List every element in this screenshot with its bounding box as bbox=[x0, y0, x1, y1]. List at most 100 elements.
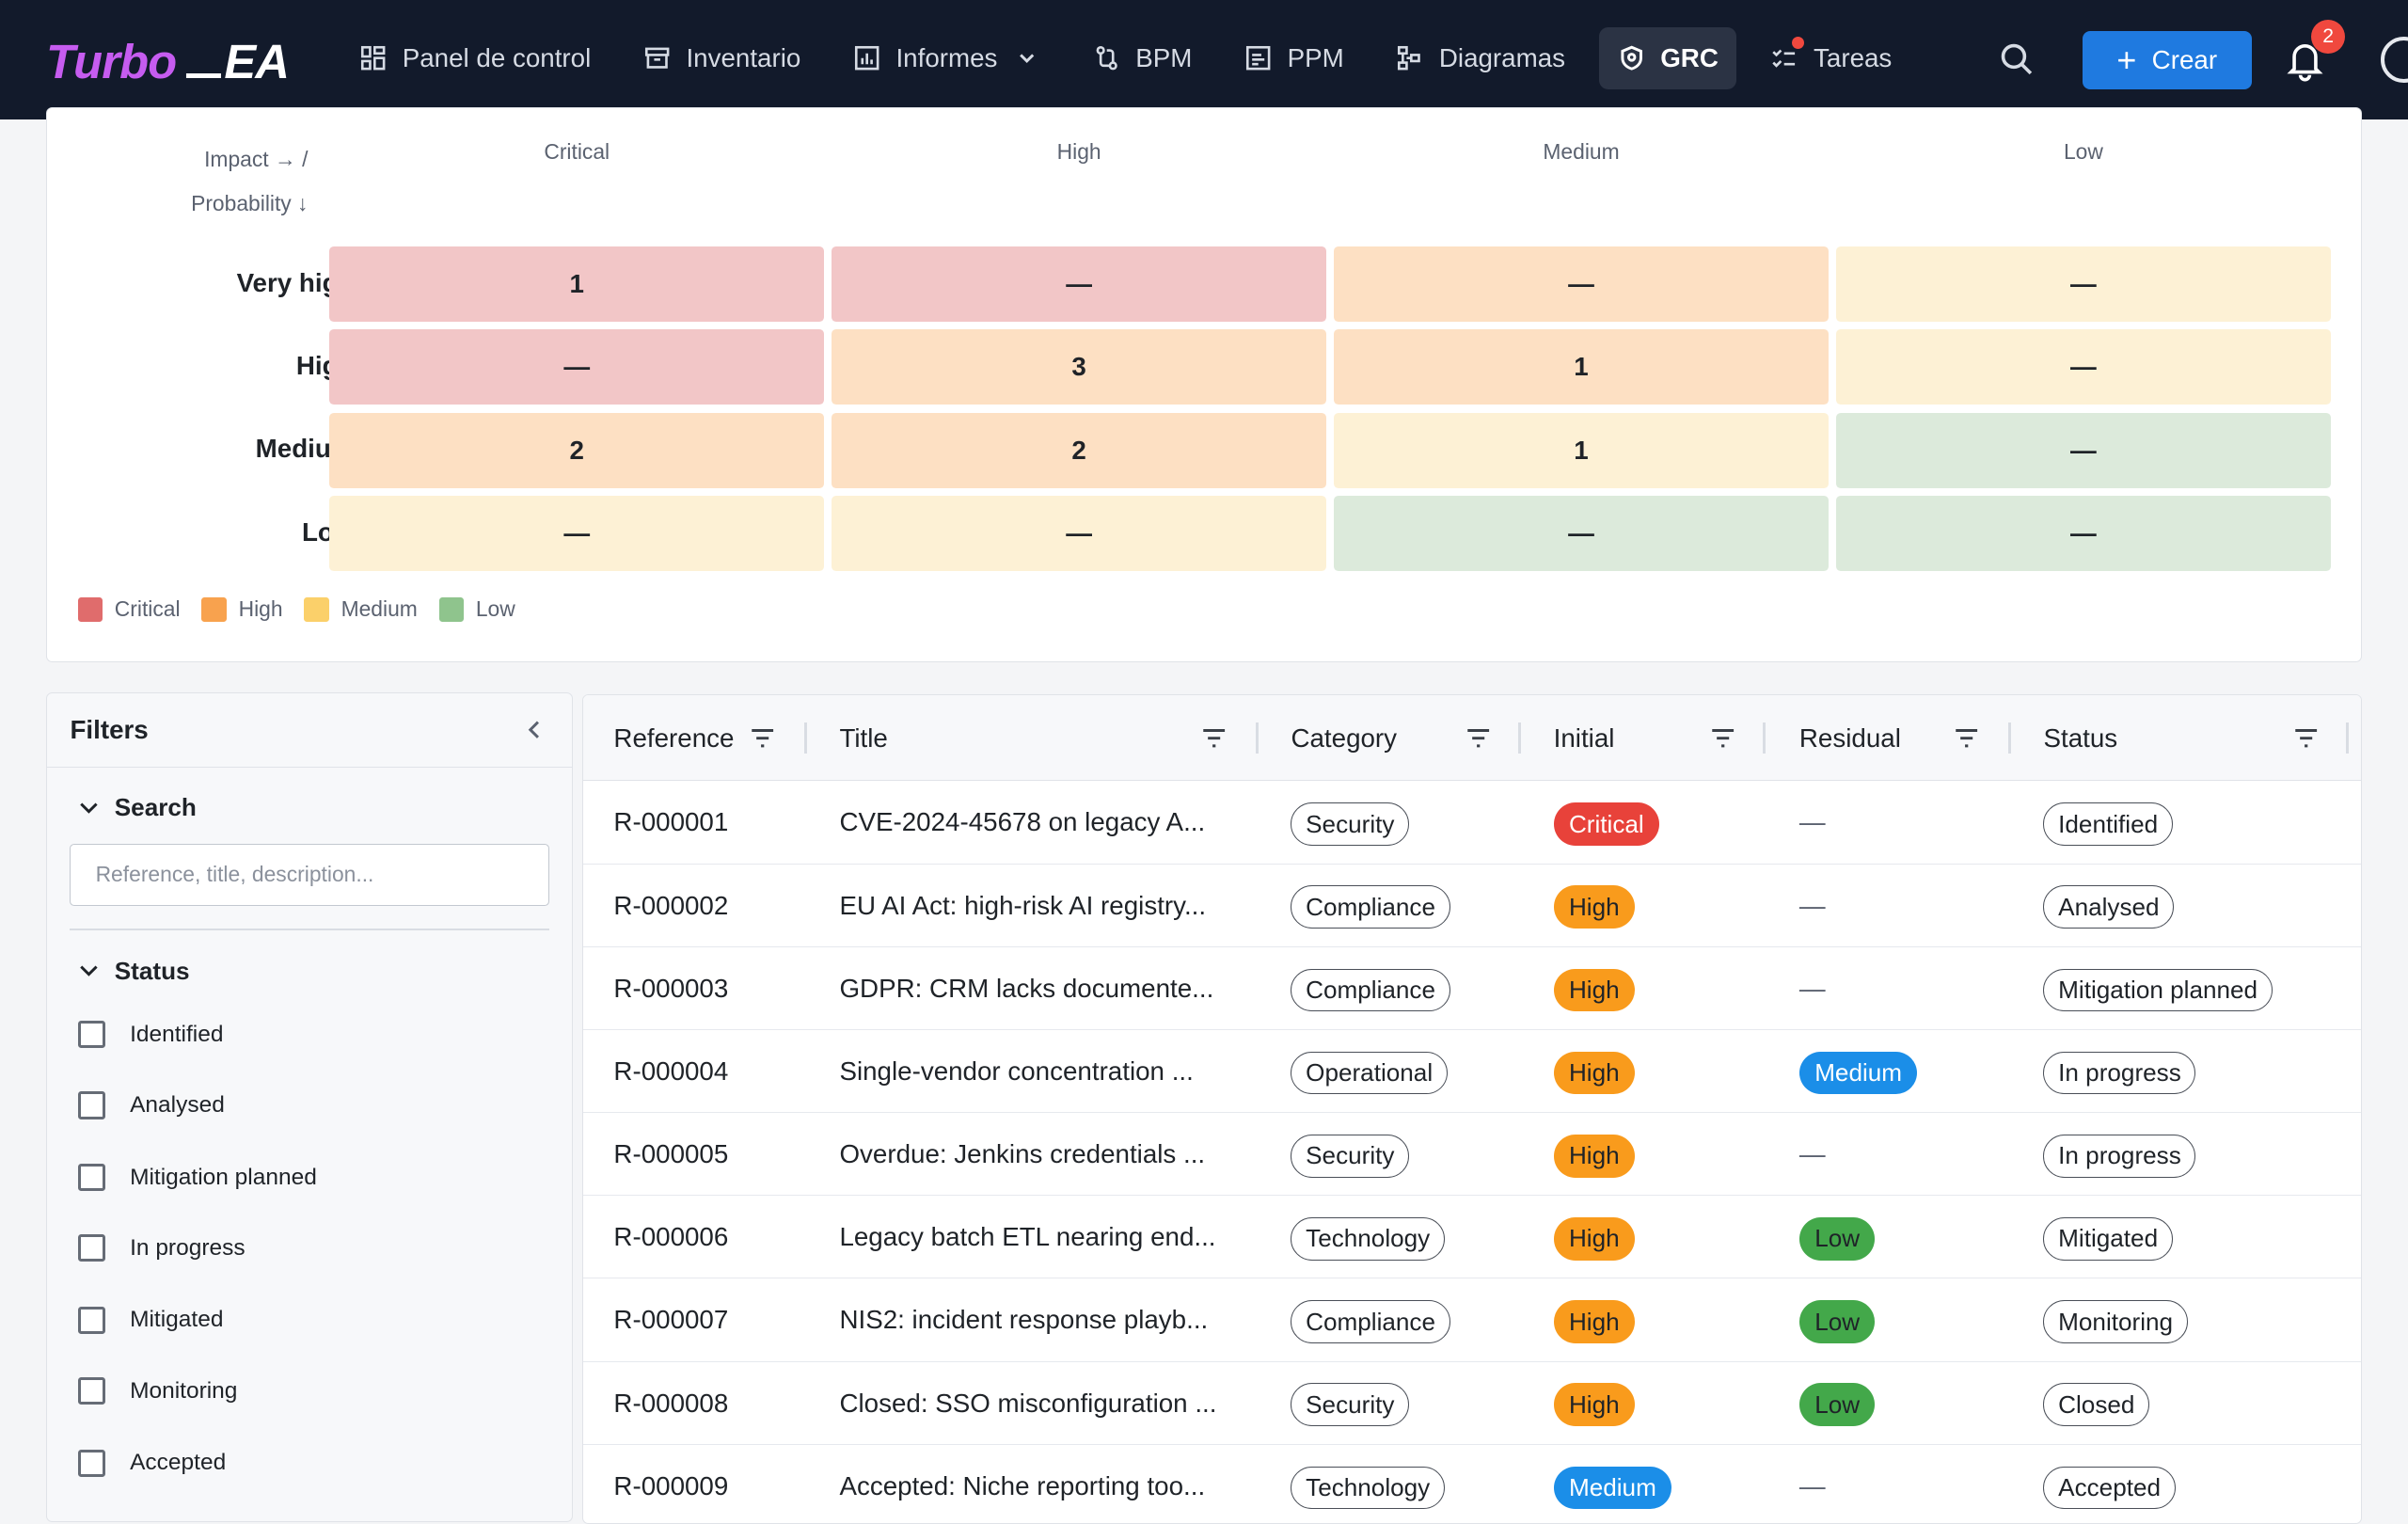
user-avatar[interactable] bbox=[2380, 37, 2408, 84]
filter-icon[interactable] bbox=[1709, 724, 1736, 752]
cell-reference[interactable]: R-000008 bbox=[613, 1388, 729, 1418]
table-row[interactable]: R-000009 Accepted: Niche reporting too...… bbox=[583, 1445, 2361, 1523]
filter-search-input[interactable]: Reference, title, description... bbox=[70, 844, 549, 906]
heatmap-cell[interactable]: 3 bbox=[832, 329, 1326, 405]
nav-item-ppm[interactable]: PPM bbox=[1226, 27, 1362, 88]
heatmap-cell[interactable]: — bbox=[1836, 495, 2331, 571]
cell-title[interactable]: Legacy batch ETL nearing end... bbox=[839, 1222, 1216, 1252]
heatmap-cell[interactable]: — bbox=[832, 495, 1326, 571]
cell-reference[interactable]: R-000007 bbox=[613, 1305, 729, 1335]
column-separator[interactable] bbox=[2007, 722, 2012, 754]
status-option-identified[interactable]: Identified bbox=[77, 1021, 223, 1049]
cell-title[interactable]: EU AI Act: high-risk AI registry... bbox=[839, 890, 1207, 920]
cell-title[interactable]: CVE-2024-45678 on legacy A... bbox=[839, 807, 1206, 837]
checkbox[interactable] bbox=[77, 1163, 105, 1192]
residual-level-pill: Low bbox=[1798, 1300, 1876, 1343]
cell-reference[interactable]: R-000009 bbox=[613, 1470, 729, 1500]
column-header-reference[interactable]: Reference bbox=[613, 722, 735, 753]
checkbox[interactable] bbox=[77, 1376, 105, 1405]
nav-label: GRC bbox=[1660, 43, 1719, 73]
filter-icon[interactable] bbox=[749, 724, 776, 752]
column-header-medium: Medium bbox=[1543, 138, 1620, 164]
table-row[interactable]: R-000008 Closed: SSO misconfiguration ...… bbox=[582, 1362, 2362, 1445]
table-row[interactable]: R-000006 Legacy batch ETL nearing end... T… bbox=[582, 1196, 2362, 1279]
cell-reference[interactable]: R-000001 bbox=[613, 807, 729, 837]
heatmap-cell[interactable]: — bbox=[832, 246, 1326, 323]
filter-icon[interactable] bbox=[1200, 724, 1228, 752]
nav-item-panel-de-control[interactable]: Panel de control bbox=[341, 27, 609, 88]
status-option-monitoring[interactable]: Monitoring bbox=[77, 1376, 237, 1405]
checkbox[interactable] bbox=[77, 1306, 105, 1335]
column-header-title[interactable]: Title bbox=[839, 722, 888, 753]
search-section-toggle[interactable]: Search bbox=[47, 793, 197, 822]
heatmap-cell[interactable]: — bbox=[1334, 495, 1829, 571]
column-separator[interactable] bbox=[803, 722, 808, 754]
column-header-status[interactable]: Status bbox=[2043, 722, 2118, 753]
nav-item-inventario[interactable]: Inventario bbox=[625, 27, 819, 88]
cell-title[interactable]: GDPR: CRM lacks documente... bbox=[839, 973, 1214, 1003]
checkbox[interactable] bbox=[77, 1091, 105, 1119]
column-separator[interactable] bbox=[1518, 722, 1522, 754]
cell-reference[interactable]: R-000004 bbox=[613, 1056, 729, 1086]
column-header-residual[interactable]: Residual bbox=[1798, 722, 1901, 753]
heatmap-cell[interactable]: 1 bbox=[1334, 412, 1829, 488]
nav-item-bpm[interactable]: BPM bbox=[1074, 27, 1211, 88]
table-row[interactable]: R-000001 CVE-2024-45678 on legacy A... Sec… bbox=[582, 781, 2362, 865]
cell-title[interactable]: Overdue: Jenkins credentials ... bbox=[839, 1139, 1206, 1169]
cell-title[interactable]: Accepted: Niche reporting too... bbox=[839, 1470, 1206, 1500]
legend-swatch bbox=[438, 596, 464, 623]
filter-icon[interactable] bbox=[1465, 724, 1492, 752]
filter-icon[interactable] bbox=[2292, 724, 2320, 752]
cell-title[interactable]: NIS2: incident response playb... bbox=[839, 1305, 1209, 1335]
checkbox[interactable] bbox=[77, 1449, 105, 1477]
create-button[interactable]: + Crear bbox=[2082, 30, 2252, 89]
table-row[interactable]: R-000004 Single-vendor concentration ... O… bbox=[582, 1030, 2362, 1114]
heatmap-cell[interactable]: — bbox=[1836, 329, 2331, 405]
cell-reference[interactable]: R-000002 bbox=[613, 890, 729, 920]
search-icon[interactable] bbox=[1997, 40, 2036, 79]
status-option-mitigation-planned[interactable]: Mitigation planned bbox=[77, 1163, 317, 1192]
table-row[interactable]: R-000002 EU AI Act: high-risk AI registry… bbox=[582, 865, 2362, 947]
nav-item-diagramas[interactable]: Diagramas bbox=[1378, 27, 1584, 88]
heatmap-cell[interactable]: — bbox=[1334, 246, 1829, 323]
filter-icon[interactable] bbox=[1953, 724, 1980, 752]
status-option-accepted[interactable]: Accepted bbox=[77, 1449, 226, 1477]
cell-reference[interactable]: R-000006 bbox=[613, 1222, 729, 1252]
heatmap-cell[interactable]: — bbox=[329, 495, 825, 571]
status-option-analysed[interactable]: Analysed bbox=[77, 1091, 225, 1119]
status-option-label: Mitigation planned bbox=[130, 1164, 317, 1190]
checkbox[interactable] bbox=[77, 1021, 105, 1049]
column-header-category[interactable]: Category bbox=[1291, 722, 1398, 753]
nav-item-informes[interactable]: Informes bbox=[834, 27, 1058, 88]
collapse-chevron-left-icon[interactable] bbox=[521, 716, 548, 743]
table-row[interactable]: R-000005 Overdue: Jenkins credentials ...… bbox=[582, 1113, 2362, 1197]
column-separator[interactable] bbox=[1762, 722, 1766, 754]
checkbox[interactable] bbox=[77, 1234, 105, 1262]
column-separator[interactable] bbox=[2346, 722, 2350, 754]
status-section-toggle[interactable]: Status bbox=[47, 957, 190, 986]
heatmap-cell[interactable]: 2 bbox=[329, 412, 825, 488]
cell-reference[interactable]: R-000003 bbox=[613, 973, 729, 1003]
status-option-mitigated[interactable]: Mitigated bbox=[77, 1306, 224, 1335]
cell-reference[interactable]: R-000005 bbox=[613, 1139, 729, 1169]
category-chip: Compliance bbox=[1291, 1300, 1450, 1343]
nav-item-tareas[interactable]: Tareas bbox=[1752, 27, 1910, 88]
heatmap-cell[interactable]: — bbox=[1836, 412, 2331, 488]
heatmap-cell[interactable]: — bbox=[1836, 246, 2331, 323]
table-row[interactable]: R-000003 GDPR: CRM lacks documente... Comp… bbox=[582, 947, 2362, 1030]
heatmap-cell[interactable]: — bbox=[329, 329, 825, 405]
column-header-initial[interactable]: Initial bbox=[1553, 722, 1615, 753]
status-option-label: Mitigated bbox=[130, 1307, 224, 1333]
initial-level-pill: High bbox=[1553, 1383, 1635, 1427]
column-separator[interactable] bbox=[1255, 722, 1259, 754]
app-logo[interactable]: Turbo ⚊EA bbox=[46, 34, 290, 89]
heatmap-cell[interactable]: 1 bbox=[329, 246, 825, 323]
cell-title[interactable]: Closed: SSO misconfiguration ... bbox=[839, 1388, 1217, 1418]
nav-item-grc[interactable]: GRC bbox=[1598, 27, 1737, 89]
heatmap-cell[interactable]: 2 bbox=[832, 412, 1326, 488]
status-option-in-progress[interactable]: In progress bbox=[77, 1234, 246, 1262]
bell-icon[interactable] bbox=[2282, 37, 2328, 83]
cell-title[interactable]: Single-vendor concentration ... bbox=[839, 1056, 1194, 1086]
heatmap-cell[interactable]: 1 bbox=[1334, 329, 1829, 405]
table-row[interactable]: R-000007 NIS2: incident response playb...… bbox=[582, 1278, 2362, 1362]
